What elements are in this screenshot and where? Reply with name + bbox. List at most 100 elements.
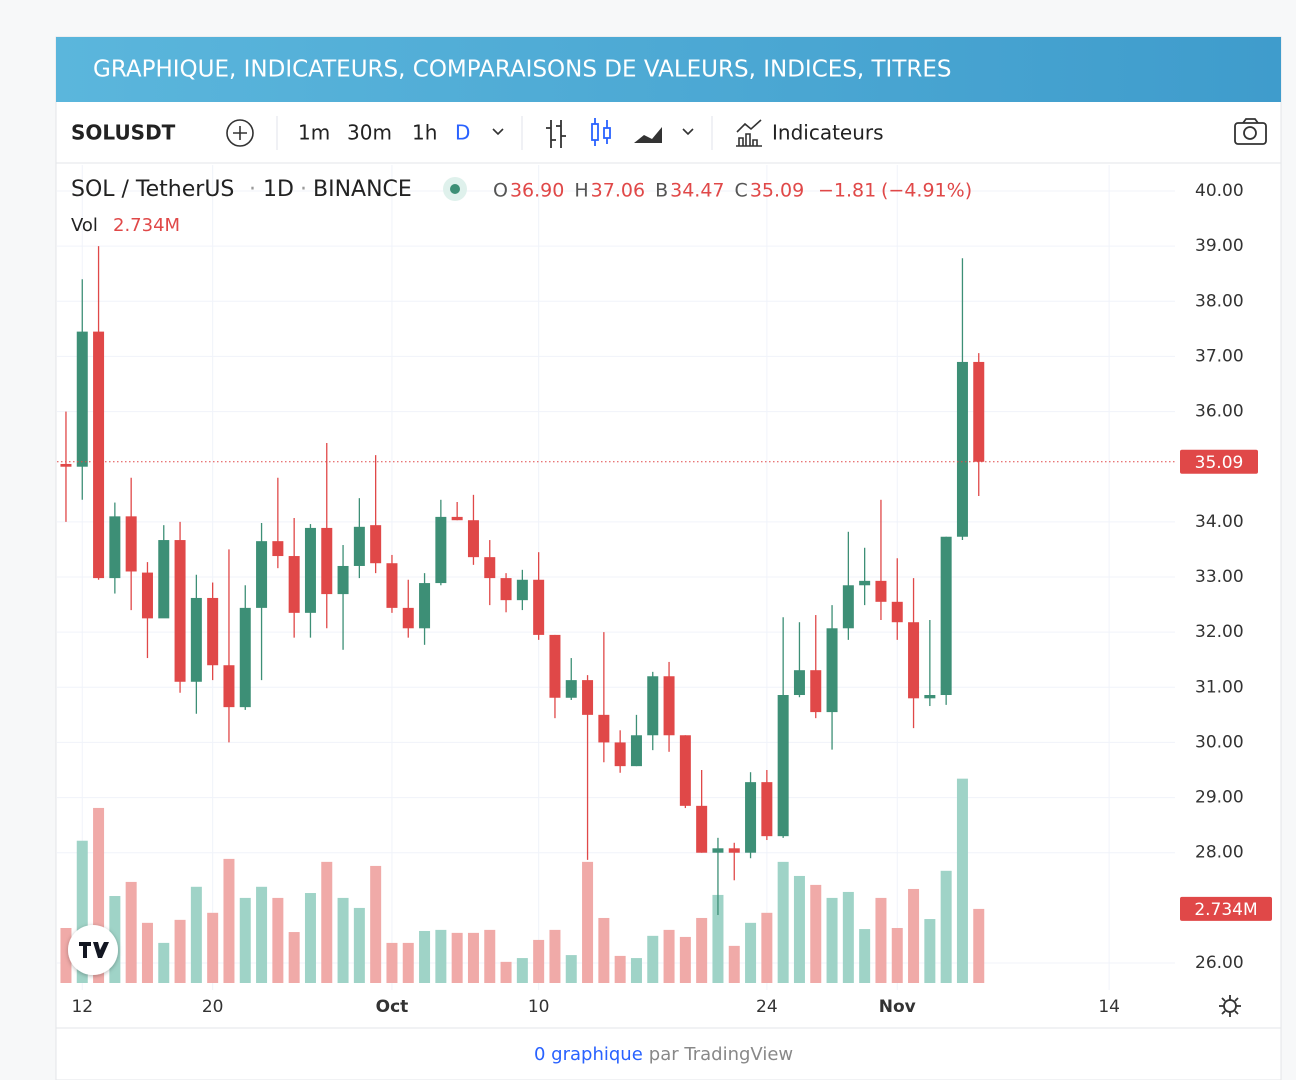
y-tick-label: 28.00 [1195,843,1244,863]
volume-bar [598,917,610,983]
volume-bar [386,942,398,983]
candle-body [337,565,349,595]
volume-bar [614,955,626,983]
timeframe[interactable]: 1h [412,121,437,145]
y-tick-label: 32.00 [1195,622,1244,642]
candle-body [549,634,561,698]
volume-bar [891,927,903,983]
bars-icon[interactable] [546,120,566,148]
candle-body [76,331,88,467]
candle-body [647,676,659,736]
volume-bar [353,907,365,983]
quote-value: 36.90 [510,180,564,202]
volume-bar [174,919,186,983]
timeframe[interactable]: 1m [298,121,330,145]
settings-icon[interactable] [1219,995,1241,1017]
volume-bar [223,858,235,983]
volume-bar [761,912,773,983]
y-tick-label: 30.00 [1195,732,1244,752]
volume-bar [337,897,349,983]
banner [56,37,1281,102]
x-tick-label: 10 [528,997,550,1017]
volume-bar [728,945,740,983]
timeframe-active[interactable]: D [455,121,470,145]
quote-value: 37.06 [591,180,645,202]
symbol[interactable]: SOLUSDT [71,121,176,145]
candle-body [158,540,170,619]
add-symbol[interactable] [226,119,254,147]
volume-bar [647,935,659,983]
separator-dot: · [249,177,256,202]
y-tick-label: 39.00 [1195,236,1244,256]
volume-bar [500,961,512,983]
volume-bar [810,884,822,983]
candle-body [451,516,463,521]
candle-body [272,541,284,557]
candle-body [793,670,805,696]
last-volume-label: 2.734M [1194,900,1257,920]
candle-body [940,536,952,696]
volume-bar [533,939,545,983]
candle-body [288,556,300,613]
volume-bar [419,930,431,983]
candle-body [141,572,153,619]
change: −1.81 [818,180,876,202]
chevron[interactable] [682,128,694,136]
footer-link[interactable]: 0 graphique [534,1044,643,1065]
candle-body [924,695,936,699]
candle-body [239,607,251,708]
card [55,36,1282,1080]
candles-icon[interactable] [591,118,611,146]
candle-body [207,597,219,666]
quote-label: B [655,180,668,202]
last-volume-box [1180,896,1272,921]
candle-body [663,676,675,736]
candle-body [859,580,871,586]
volume-bar [484,929,496,983]
volume-bar [190,886,202,983]
candle-body [256,541,268,608]
y-tick-label: 29.00 [1195,788,1244,808]
timeframe[interactable]: 30m [347,121,392,145]
volume-bar [304,893,316,983]
volume-bar [859,929,871,983]
y-tick-label: 37.00 [1195,346,1244,366]
volume-bar [321,861,333,983]
chevron[interactable] [492,128,504,136]
banner-title: GRAPHIQUE, INDICATEURS, COMPARAISONS DE … [93,57,952,83]
footer-text: par TradingView [649,1044,793,1065]
volume-bar [451,932,463,983]
quote-label: H [574,180,588,202]
volume-bar [630,958,642,983]
volume-bar [875,897,887,983]
volume-bar [745,922,757,983]
volume-bar [141,922,153,983]
y-tick-label: 40.00 [1195,181,1244,201]
candle-body [321,527,333,595]
candle-body [614,742,626,767]
indicators-button[interactable]: Indicateurs [772,121,884,145]
area-icon[interactable] [634,127,662,143]
last-price-label: 35.09 [1195,453,1244,473]
x-tick-label: Oct [376,997,409,1017]
quote-label: C [735,180,748,202]
change-pct: (−4.91%) [881,180,972,202]
x-tick-label: 20 [202,997,224,1017]
volume-bar [60,927,72,983]
x-tick-label: 12 [71,997,93,1017]
camera-icon[interactable] [1234,118,1267,145]
candle-body [500,578,512,601]
tv-logo[interactable] [68,925,118,975]
quote-value: 34.47 [670,180,724,202]
volume-bar [565,955,577,983]
volume-bar [712,894,724,983]
candle-body [190,597,202,682]
exchange: BINANCE [313,177,412,202]
volume-bar [207,912,219,983]
indicators-icon[interactable] [736,119,762,147]
candle-body [810,670,822,713]
volume-bar [370,865,382,983]
y-tick-label: 26.00 [1195,953,1244,973]
candle-body [582,680,594,715]
candle-body [842,585,854,629]
